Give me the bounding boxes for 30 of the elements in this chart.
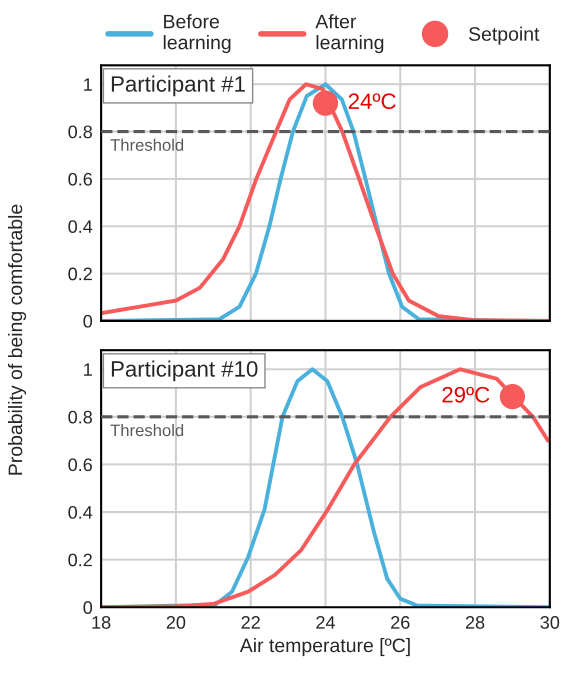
legend-label: Setpoint xyxy=(468,26,540,45)
y-tick-label: 0 xyxy=(83,601,92,614)
legend-label: After learning xyxy=(315,14,384,54)
x-tick-label: 18 xyxy=(92,616,110,629)
x-tick-label: 28 xyxy=(466,616,484,629)
chart-title: Participant #10 xyxy=(112,360,258,382)
x-tick-label: 30 xyxy=(540,616,560,629)
ref-line-label: Threshold xyxy=(110,424,184,436)
ref-line-label: Threshold xyxy=(110,138,184,151)
y-tick-label: 0.4 xyxy=(68,220,92,233)
y-tick-label: 0.2 xyxy=(68,268,92,280)
y-tick-label: 0.2 xyxy=(68,554,92,566)
y-tick-label: 1 xyxy=(84,363,92,376)
y-tick-label: 1 xyxy=(84,78,92,91)
y-tick-label: 0.8 xyxy=(68,410,92,424)
y-tick-label: 0 xyxy=(83,314,92,328)
y-tick-label: 0.6 xyxy=(68,172,92,186)
annotation: 24ºC xyxy=(348,93,396,110)
annotation: 29ºC xyxy=(442,386,490,403)
legend-label: Before learning xyxy=(164,14,230,54)
y-tick-label: 0.4 xyxy=(68,506,92,519)
x-axis-title: Air temperature [ºC] xyxy=(240,638,410,656)
y-tick-label: 0.6 xyxy=(68,458,92,472)
x-tick-label: 26 xyxy=(391,616,410,629)
y-axis-title: Probability of being comfortable xyxy=(8,204,26,475)
x-tick-label: 24 xyxy=(316,616,335,629)
y-tick-label: 0.8 xyxy=(68,126,92,138)
x-tick-label: 20 xyxy=(166,616,186,629)
x-tick-label: 22 xyxy=(242,616,260,629)
chart-title: Participant #1 xyxy=(112,76,245,96)
